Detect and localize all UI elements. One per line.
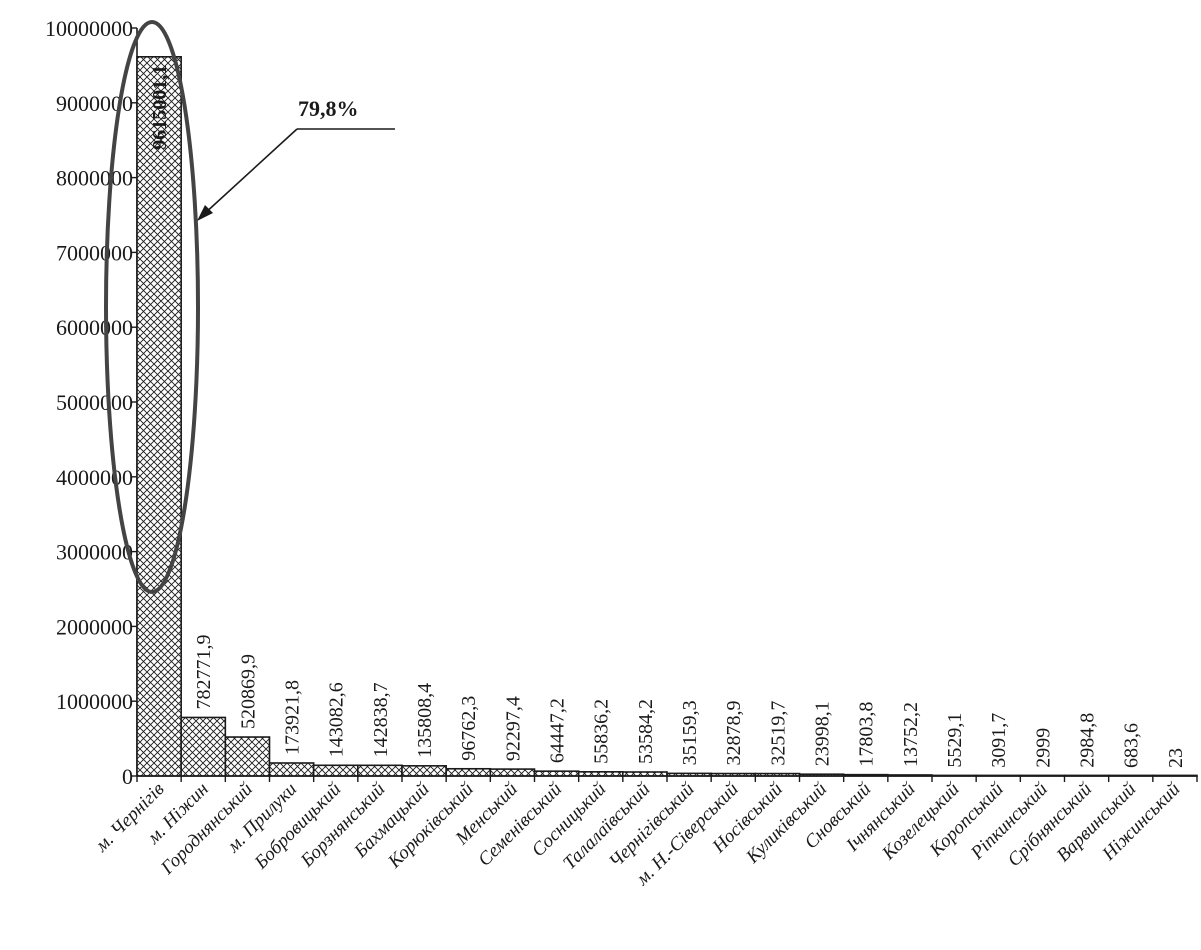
data-label: 55836,2 [591,699,613,764]
y-tick-label: 5000000 [56,390,133,415]
data-label: 9615001,1 [149,65,171,150]
data-label: 13752,2 [900,702,922,767]
data-label: 520869,9 [237,654,259,729]
bar [224,736,271,777]
data-label: 92297,4 [502,696,524,761]
data-label: 143082,6 [326,682,348,757]
data-label: 683,6 [1121,723,1143,768]
annotation-arrow-line [202,128,298,216]
y-tick-label: 1000000 [56,689,133,714]
bar [489,768,536,777]
data-label: 2984,8 [1077,713,1099,768]
y-tick-label: 2000000 [56,614,133,639]
y-tick-label: 0 [122,764,133,789]
data-label: 142838,7 [370,682,392,757]
data-label: 64447,2 [547,698,569,763]
data-label: 32878,9 [723,701,745,766]
bar [312,764,359,777]
data-label: 2999 [1032,728,1054,768]
data-label: 135808,4 [414,683,436,758]
annotation-label: 79,8% [298,96,359,121]
bar [136,55,182,777]
y-tick-label: 3000000 [56,540,133,565]
bars [136,55,1198,777]
y-tick-label: 6000000 [56,315,133,340]
data-label: 23 [1165,748,1187,768]
bar [445,767,492,777]
data-label: 782771,9 [193,634,215,709]
bar [401,765,447,777]
y-tick-label: 4000000 [56,465,133,490]
y-tick-label: 8000000 [56,166,133,191]
data-label: 53584,2 [635,699,657,764]
data-labels: 9615001,1 782771,9 520869,9 173921,8 143082,… [149,65,1187,768]
data-label: 5529,1 [944,713,966,768]
data-label: 96762,3 [458,696,480,761]
bar [268,762,315,777]
data-label: 35159,3 [679,700,701,765]
bar [357,764,403,777]
highlight-ellipse [104,20,200,594]
bar [180,716,227,777]
annotation: 79,8% [104,20,395,594]
y-tick-label: 10000000 [45,16,133,41]
y-tick-label: 7000000 [56,240,133,265]
data-label: 23998,1 [812,701,834,766]
data-label: 3091,7 [988,713,1010,768]
arrow-head-icon [197,205,213,221]
data-label: 32519,7 [767,701,789,766]
data-label: 17803,8 [856,702,878,767]
y-axis: 0 1000000 2000000 3000000 4000000 5000000 6000… [45,16,138,789]
data-label: 173921,8 [282,680,304,755]
